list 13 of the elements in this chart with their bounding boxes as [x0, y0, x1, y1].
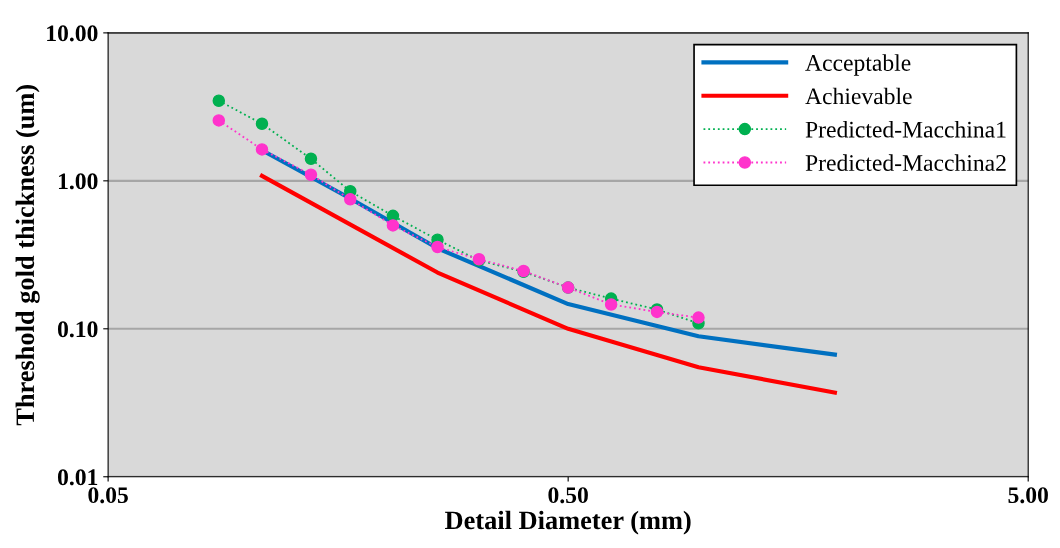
x-tick-label: 5.00	[1008, 487, 1048, 504]
y-tick-label: 0.10	[57, 321, 98, 338]
y-axis-title: Threshold gold thickness (um)	[15, 85, 40, 426]
legend-label: Predicted-Macchina1	[805, 121, 1006, 138]
legend-label: Predicted-Macchina2	[805, 154, 1006, 171]
y-tick-label: 0.01	[57, 469, 98, 486]
x-tick-label: 0.50	[548, 487, 588, 504]
x-tick-label: 0.05	[88, 487, 128, 504]
legend-label: Acceptable	[805, 54, 911, 76]
y-tick-label: 10.00	[47, 25, 98, 42]
legend-label: Achievable	[805, 87, 912, 105]
x-axis-title: Detail Diameter (mm)	[445, 510, 691, 535]
y-tick-label: 1.00	[58, 173, 98, 190]
